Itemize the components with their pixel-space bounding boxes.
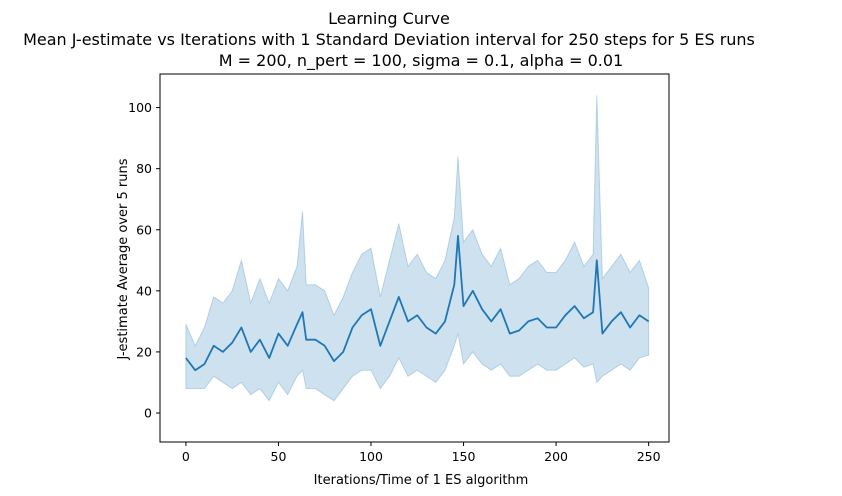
y-tick-label: 40 — [136, 283, 152, 298]
x-tick-label: 250 — [637, 449, 661, 464]
y-tick-label: 80 — [136, 161, 152, 176]
y-tick-label: 60 — [136, 222, 152, 237]
mean-line — [185, 235, 650, 372]
x-tick-label: 50 — [271, 449, 287, 464]
x-tick-label: 0 — [182, 449, 190, 464]
title-line-1: Learning Curve — [328, 9, 450, 28]
title-line-3: M = 200, n_pert = 100, sigma = 0.1, alph… — [219, 51, 623, 71]
x-axis-label: Iterations/Time of 1 ES algorithm — [314, 473, 529, 488]
y-axis-label: J-estimate Average over 5 runs — [116, 158, 131, 360]
x-tick-label: 100 — [359, 449, 383, 464]
x-axis-ticks: 0 50 100 150 200 250 — [182, 442, 661, 464]
y-axis-ticks: 0 20 40 60 80 100 — [128, 100, 160, 420]
plot-area — [159, 73, 670, 443]
title-line-2: Mean J-estimate vs Iterations with 1 Sta… — [23, 30, 755, 49]
y-tick-label: 0 — [144, 405, 152, 420]
axes-frame — [159, 73, 670, 443]
y-tick-label: 100 — [128, 100, 152, 115]
chart-title: Learning Curve Mean J-estimate vs Iterat… — [23, 9, 755, 71]
y-tick-label: 20 — [136, 344, 152, 359]
x-tick-label: 200 — [544, 449, 568, 464]
x-tick-label: 150 — [452, 449, 476, 464]
std-band — [185, 95, 650, 402]
